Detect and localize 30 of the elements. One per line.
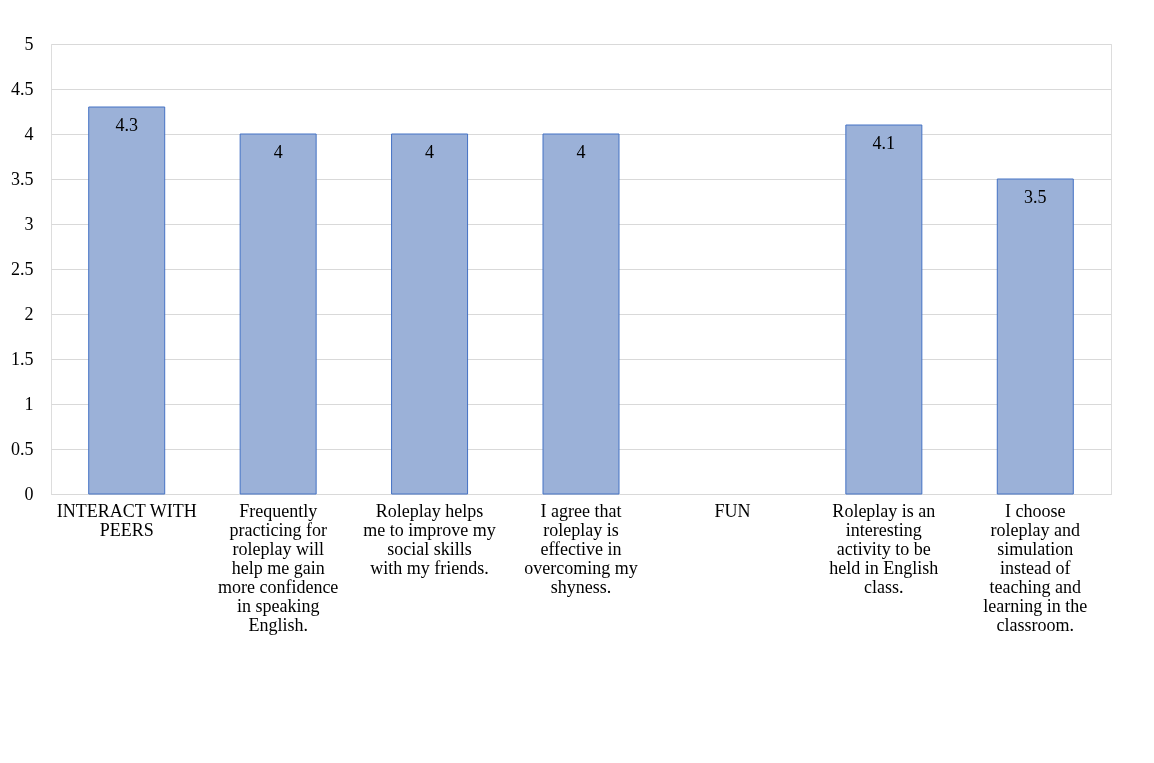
x-tick-label: Roleplay is an interesting activity to be held in English class. — [829, 500, 939, 597]
x-tick-label: Frequently practicing for roleplay will help me gain more confidence in speaking English. — [217, 500, 339, 635]
bar — [239, 133, 317, 495]
y-tick-label: 4.5 — [11, 78, 34, 99]
y-tick-label: 0 — [24, 483, 34, 504]
data-label: 3.5 — [1024, 187, 1047, 207]
x-tick-label: I agree that roleplay is effective in overcoming my shyness. — [524, 500, 638, 597]
x-tick-label: I choose roleplay and simulation instead of teaching and learning in the classroom. — [983, 500, 1088, 635]
y-tick-label: 3 — [24, 213, 34, 234]
y-tick-label: 3.5 — [11, 168, 34, 189]
data-label: 4 — [576, 142, 586, 162]
y-tick-label: 2.5 — [11, 258, 34, 279]
y-tick-label: 4 — [24, 123, 34, 144]
bar — [542, 133, 620, 495]
bar — [391, 133, 469, 495]
y-tick-label: 2 — [24, 303, 34, 324]
x-tick-label: Roleplay helps me to improve my social skills with my friends. — [363, 500, 496, 578]
y-tick-label: 0.5 — [11, 438, 34, 459]
data-label: 4 — [273, 142, 283, 162]
data-label: 4.3 — [115, 115, 138, 135]
x-tick-label: INTERACT WITH PEERS — [56, 500, 197, 540]
bar — [88, 106, 166, 495]
x-tick-label: FUN — [714, 500, 751, 521]
data-label: 4 — [425, 142, 435, 162]
data-label: 4.1 — [872, 133, 896, 153]
bar — [845, 124, 923, 495]
y-tick-label: 1.5 — [11, 348, 34, 369]
bar — [996, 178, 1074, 495]
y-tick-label: 1 — [24, 393, 34, 414]
y-tick-label: 5 — [24, 33, 34, 54]
